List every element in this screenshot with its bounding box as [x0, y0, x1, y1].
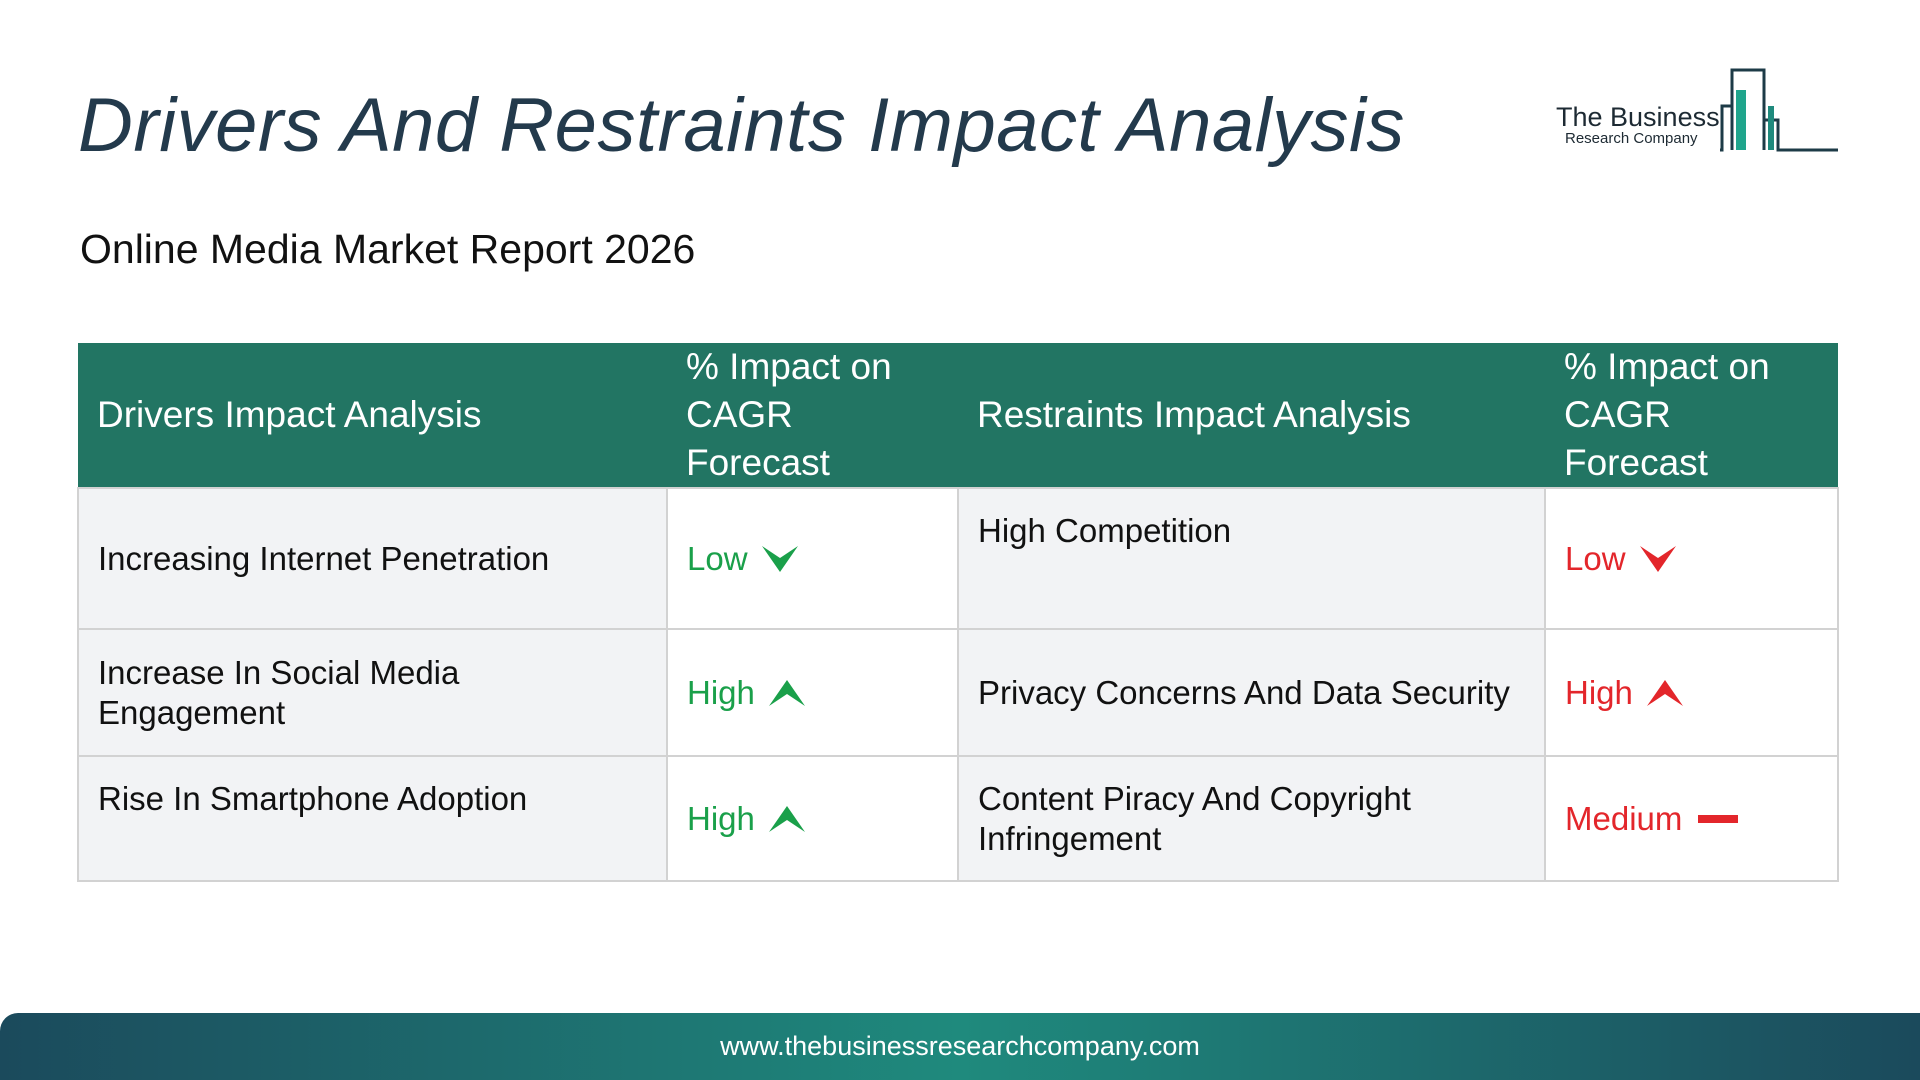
- logo-name: The Business: [1556, 102, 1720, 132]
- impact-label: Low: [687, 539, 748, 577]
- driver-cell: Increase In Social Media Engagement: [77, 628, 668, 758]
- driver-cell: Increasing Internet Penetration: [77, 487, 668, 631]
- bar-building-icon: [1720, 68, 1838, 152]
- restraint-impact-cell: Low: [1544, 487, 1839, 631]
- restraints-impact-header: % Impact on CAGR Forecast: [1545, 343, 1838, 489]
- driver-impact-cell: High: [666, 628, 959, 758]
- report-subtitle: Online Media Market Report 2026: [80, 226, 696, 272]
- chevron-up-icon: [768, 804, 805, 834]
- restraint-cell: Privacy Concerns And Data Security: [957, 628, 1546, 758]
- footer-bar: www.thebusinessresearchcompany.com: [0, 1013, 1920, 1080]
- restraints-header: Restraints Impact Analysis: [958, 343, 1545, 489]
- restraint-cell: High Competition: [957, 487, 1546, 631]
- table-row: Increasing Internet Penetration Low High…: [77, 487, 1839, 631]
- impact-label: High: [687, 799, 755, 837]
- drivers-header: Drivers Impact Analysis: [78, 343, 667, 489]
- impact-label: Medium: [1565, 799, 1683, 837]
- restraint-cell: Content Piracy And Copyright Infringemen…: [957, 755, 1546, 883]
- table-row: Increase In Social Media Engagement High…: [77, 628, 1839, 758]
- driver-impact-cell: High: [666, 755, 959, 883]
- company-logo: The Business Research Company: [1552, 66, 1838, 158]
- restraint-impact-cell: Medium: [1544, 755, 1839, 883]
- drivers-impact-header: % Impact on CAGR Forecast: [667, 343, 958, 489]
- driver-cell: Rise In Smartphone Adoption: [77, 755, 668, 883]
- chevron-up-icon: [1646, 678, 1683, 708]
- dash-icon: [1696, 804, 1739, 834]
- impact-label: High: [1565, 673, 1633, 711]
- chevron-down-icon: [761, 544, 798, 574]
- driver-impact-cell: Low: [666, 487, 959, 631]
- impact-label: High: [687, 673, 755, 711]
- impact-label: Low: [1565, 539, 1626, 577]
- page-title: Drivers And Restraints Impact Analysis: [78, 83, 1405, 168]
- impact-table: Drivers Impact Analysis % Impact on CAGR…: [77, 343, 1839, 883]
- restraint-impact-cell: High: [1544, 628, 1839, 758]
- table-row: Rise In Smartphone Adoption High Content…: [77, 755, 1839, 883]
- logo-subtitle: Research Company: [1565, 130, 1698, 147]
- chevron-down-icon: [1639, 544, 1676, 574]
- table-header-row: Drivers Impact Analysis % Impact on CAGR…: [78, 343, 1838, 489]
- chevron-up-icon: [768, 678, 805, 708]
- website-link[interactable]: www.thebusinessresearchcompany.com: [720, 1031, 1200, 1061]
